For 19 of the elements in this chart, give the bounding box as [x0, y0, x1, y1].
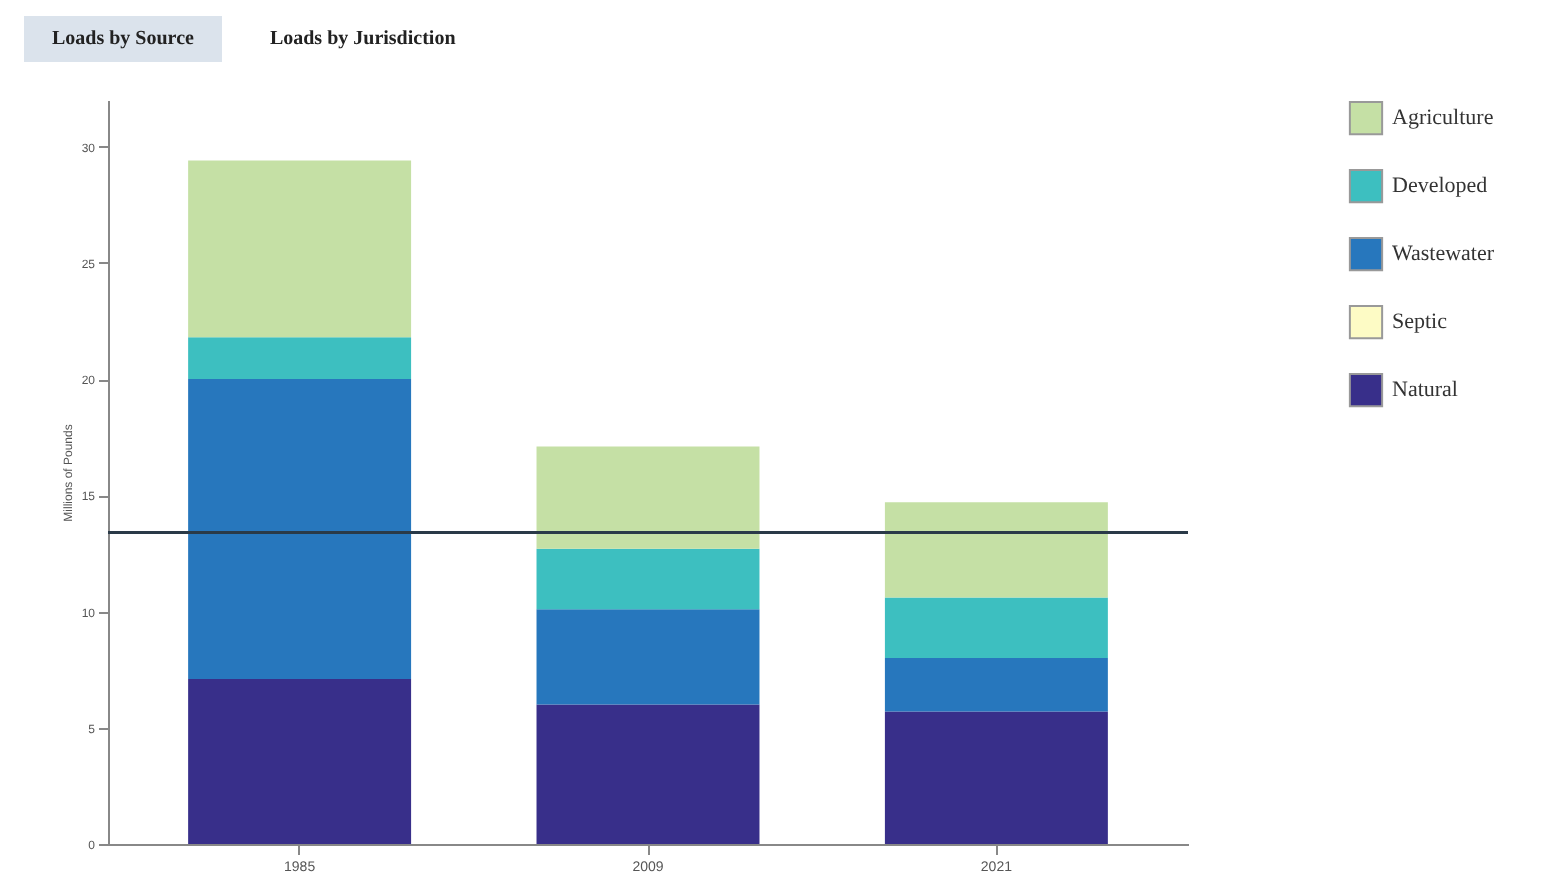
bar — [884, 502, 1108, 598]
bar — [188, 160, 412, 338]
bar — [536, 609, 760, 705]
bar — [884, 658, 1108, 712]
legend-label: Wastewater — [1392, 242, 1495, 266]
bar — [188, 379, 412, 679]
bar — [536, 446, 760, 549]
bar — [188, 678, 412, 844]
bar — [536, 704, 760, 844]
bar — [884, 597, 1108, 658]
bar — [536, 548, 760, 610]
text: Loads by Jurisdiction — [267, 26, 458, 54]
legend-label: Septic — [1392, 310, 1448, 334]
legend-label: Developed — [1392, 174, 1489, 198]
bar — [188, 337, 412, 379]
bar — [884, 711, 1108, 844]
text: Loads by Source — [24, 16, 222, 62]
legend-label: Natural — [1392, 378, 1458, 402]
legend-label: Agriculture — [1392, 106, 1494, 130]
